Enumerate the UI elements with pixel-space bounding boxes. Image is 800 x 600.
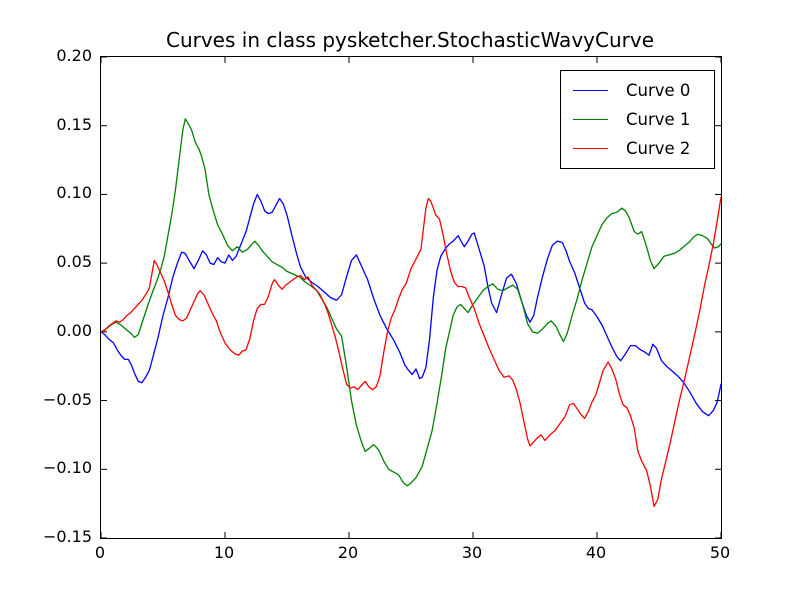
curve2-line-sample-icon (573, 148, 608, 149)
legend-item: Curve 1 (573, 105, 714, 134)
legend: Curve 0 Curve 1 Curve 2 (560, 70, 715, 169)
y-tick-label: 0.00 (56, 320, 92, 340)
legend-label: Curve 2 (626, 139, 691, 158)
plot-area (101, 57, 721, 538)
curve-2-line (101, 196, 721, 508)
curve-0-line (101, 193, 721, 417)
y-tick-label: 0.05 (56, 252, 92, 272)
x-tick-label: 40 (585, 543, 607, 562)
x-tick-label: 10 (213, 543, 235, 562)
x-tick-label: 50 (709, 543, 731, 562)
y-tick-label: −0.10 (42, 458, 92, 478)
legend-label: Curve 0 (626, 81, 691, 100)
curve1-line-sample-icon (573, 119, 608, 120)
chart-title: Curves in class pysketcher.StochasticWav… (165, 28, 654, 52)
x-tick-label: 0 (94, 543, 106, 562)
legend-item: Curve 0 (573, 76, 714, 105)
axes-frame: Curve 0 Curve 1 Curve 2 (100, 56, 722, 539)
legend-item: Curve 2 (573, 134, 714, 163)
curve-1-line (101, 118, 721, 487)
x-tick-label: 20 (337, 543, 359, 562)
curve0-line-sample-icon (573, 90, 608, 91)
y-tick-label: −0.15 (42, 527, 92, 546)
x-tick-label: 30 (461, 543, 483, 562)
legend-label: Curve 1 (626, 110, 691, 129)
y-tick-label: 0.20 (56, 46, 92, 65)
y-tick-label: −0.05 (42, 389, 92, 409)
y-tick-label: 0.10 (56, 183, 92, 203)
y-tick-label: 0.15 (56, 114, 92, 134)
